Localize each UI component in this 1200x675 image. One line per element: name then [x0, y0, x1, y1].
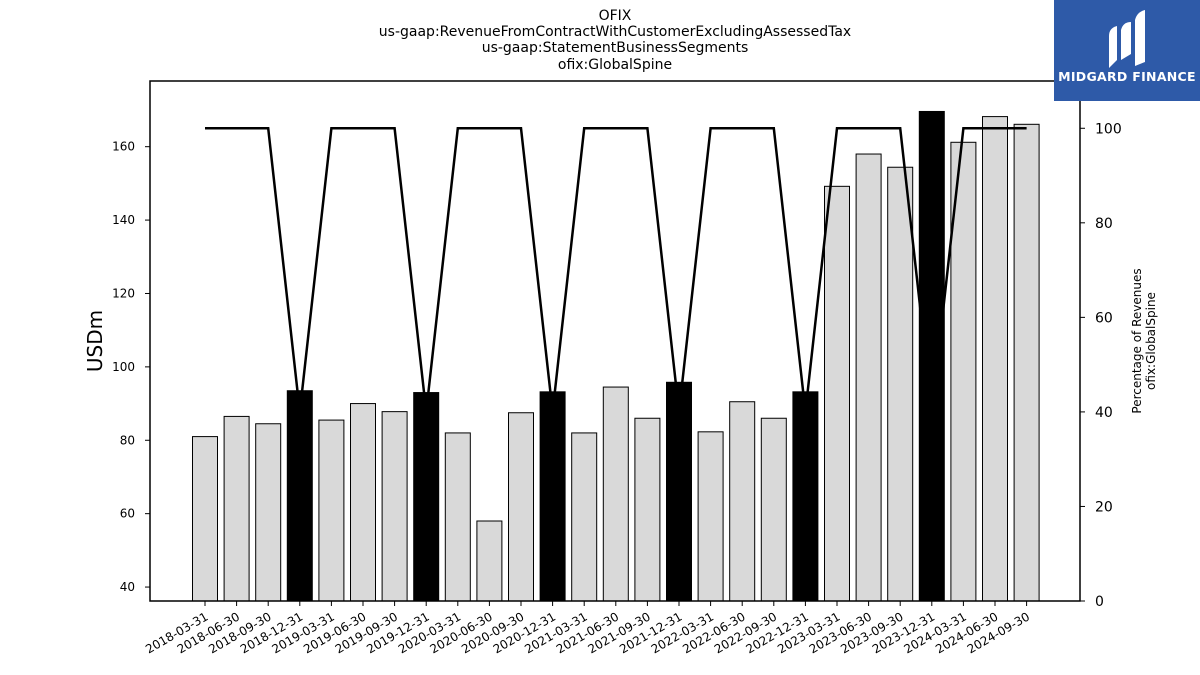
bar-2023-09-30 — [887, 166, 914, 602]
left-tick-label: 140 — [112, 213, 135, 227]
logo-text: MIDGARD FINANCE — [1058, 69, 1196, 84]
bar-2019-12-31 — [413, 392, 440, 602]
y-axis-label-right-line2: ofix:GlobalSpine — [1144, 292, 1158, 390]
left-tick-label: 120 — [112, 286, 135, 300]
right-tick-label: 40 — [1095, 405, 1113, 421]
bar-2020-09-30 — [508, 412, 534, 602]
bar-2018-12-31 — [286, 390, 313, 602]
bar-2024-06-30 — [982, 116, 1008, 602]
plot-frame — [149, 80, 1081, 602]
bar-2019-03-31 — [318, 419, 345, 602]
right-tick-label: 100 — [1095, 121, 1122, 137]
right-tick-label: 60 — [1095, 310, 1113, 326]
bar-2018-09-30 — [255, 423, 282, 602]
bar-2018-06-30 — [223, 415, 250, 602]
chart-title-line-1: OFIX — [598, 8, 632, 24]
y-axis-label: USDm — [83, 310, 107, 372]
bar-2021-06-30 — [602, 386, 629, 602]
bar-2022-12-31 — [792, 391, 819, 602]
y-axis-label-right-line1: Percentage of Revenues — [1130, 268, 1144, 413]
bar-2024-03-31 — [950, 141, 977, 602]
percentage-line-group — [205, 127, 1027, 413]
bar-2023-12-31 — [918, 110, 945, 602]
left-tick-label: 80 — [120, 433, 135, 447]
bar-2021-09-30 — [634, 417, 661, 602]
bar-2021-12-31 — [666, 381, 692, 602]
bar-2020-03-31 — [444, 432, 471, 602]
left-tick-label: 60 — [120, 507, 135, 521]
left-tick-label: 160 — [112, 140, 135, 154]
bar-2023-06-30 — [855, 153, 882, 602]
x-axis: 2018-03-312018-06-302018-09-302018-12-31… — [143, 601, 1032, 656]
bars-group — [192, 110, 1040, 602]
bar-2021-03-31 — [571, 432, 598, 602]
bar-2024-09-30 — [1013, 123, 1040, 602]
right-tick-label: 20 — [1095, 499, 1113, 515]
bar-2020-12-31 — [539, 391, 566, 602]
bar-2022-03-31 — [697, 431, 724, 602]
chart-title-line-3: us-gaap:StatementBusinessSegments — [481, 40, 749, 56]
bar-2022-06-30 — [729, 401, 756, 602]
bar-2019-09-30 — [381, 411, 408, 602]
bar-2023-03-31 — [824, 185, 850, 602]
midgard-logo-icon — [1109, 10, 1145, 68]
right-axis: 0 20 40 60 80 100 — [1080, 121, 1122, 610]
bar-2019-06-30 — [350, 403, 376, 602]
right-tick-label: 80 — [1095, 216, 1113, 232]
midgard-finance-logo: MIDGARD FINANCE — [1054, 0, 1200, 101]
left-axis: 40 60 80 100 120 140 160 — [112, 140, 150, 594]
percentage-line — [205, 127, 1027, 413]
bar-2022-09-30 — [760, 417, 787, 602]
left-tick-label: 40 — [120, 580, 135, 594]
chart-title-line-4: ofix:GlobalSpine — [557, 57, 673, 73]
chart-title-line-2: us-gaap:RevenueFromContractWithCustomerE… — [378, 24, 852, 40]
left-tick-label: 100 — [112, 360, 135, 374]
bar-2020-06-30 — [476, 520, 503, 602]
bar-2018-03-31 — [192, 436, 218, 602]
right-tick-label: 0 — [1095, 594, 1104, 610]
